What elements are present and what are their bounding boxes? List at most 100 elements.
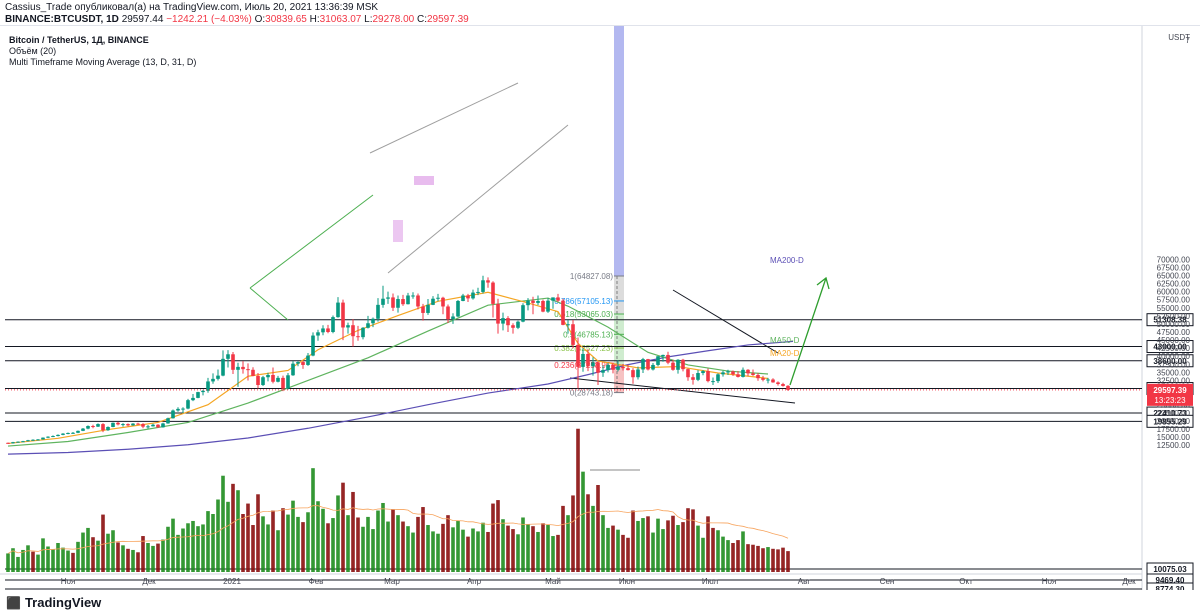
volume-bar [401, 521, 405, 572]
candle-body [301, 362, 305, 365]
candle-body [61, 433, 65, 435]
last-price-box [1147, 383, 1193, 406]
candle-body [196, 392, 200, 398]
green-trend-line [249, 194, 374, 289]
volume-bar [566, 515, 570, 572]
candle-body [296, 362, 300, 364]
candle-body [716, 374, 720, 382]
volume-bar [21, 549, 25, 572]
candle-body [571, 324, 575, 345]
fib-band-green [614, 314, 624, 366]
price-tick-label: 62500.00 [1157, 280, 1191, 289]
volume-bar [686, 508, 690, 572]
close-label: C: [417, 14, 427, 25]
volume-bar [136, 552, 140, 572]
volume-bar [481, 522, 485, 572]
candle-body [76, 430, 80, 433]
volume-bar [671, 515, 675, 572]
time-tick-label: Май [545, 577, 561, 586]
volume-bar [556, 534, 560, 572]
volume-bar [711, 527, 715, 572]
volume-bar [441, 523, 445, 572]
candle-body [131, 423, 135, 426]
candle-body [311, 335, 315, 356]
level-price-label: 19855.29 [1153, 417, 1187, 426]
volume-bar [316, 501, 320, 572]
open-label: O: [254, 14, 266, 25]
candle-body [451, 316, 455, 320]
candle-body [141, 424, 145, 427]
candle-body [36, 439, 40, 441]
volume-bar [391, 509, 395, 572]
footer-brand[interactable]: ⬛ TradingView [6, 595, 101, 610]
legend-mtf: Multi Timeframe Moving Average (13, D, 3… [9, 57, 197, 67]
candle-body [676, 359, 680, 370]
candle-body [656, 356, 660, 365]
volume-bar [141, 536, 145, 572]
candle-body [651, 364, 655, 370]
candle-body [86, 426, 90, 429]
candle-body [761, 378, 765, 380]
candle-body [501, 318, 505, 324]
time-tick-label: Дек [1122, 577, 1136, 586]
open-value: 30839.65 [265, 14, 307, 25]
volume-bar [266, 524, 270, 572]
volume-bar [46, 546, 50, 572]
volume-bar [76, 541, 80, 572]
candle-body [236, 366, 240, 370]
pattern-highlight [393, 220, 403, 242]
volume-bar [216, 499, 220, 572]
level-price-box [1146, 354, 1194, 368]
volume-bar [291, 500, 295, 572]
volume-bar [361, 526, 365, 572]
candle-body [271, 374, 275, 382]
volume-bar [201, 524, 205, 572]
candle-body [416, 295, 420, 307]
candle-body [41, 437, 45, 440]
ma200-label: MA200-D [770, 256, 804, 265]
candle-body [336, 302, 340, 318]
candle-body [136, 423, 140, 425]
candle-body [171, 410, 175, 419]
volume-bar [241, 514, 245, 572]
candle-body [216, 375, 220, 379]
volume-bar [326, 523, 330, 572]
candle-body [511, 325, 515, 328]
candle-body [181, 408, 185, 410]
candle-body [781, 384, 785, 386]
price-tick-label: 65000.00 [1157, 271, 1191, 280]
volume-bar [706, 516, 710, 572]
volume-bar [681, 522, 685, 572]
candle-body [396, 299, 400, 308]
candle-body [306, 355, 310, 365]
volume-bar [456, 520, 460, 572]
candle-body [541, 300, 545, 312]
volume-bar [356, 517, 360, 572]
volume-bar [651, 532, 655, 572]
candle-body [116, 422, 120, 425]
volume-bar [426, 525, 430, 572]
volume-bar [636, 520, 640, 572]
candle-body [201, 390, 205, 393]
candle-body [156, 424, 160, 428]
candle-body [276, 377, 280, 382]
price-tick-label: 52500.00 [1157, 312, 1191, 321]
volume-bar [281, 508, 285, 572]
price-chart[interactable]: 1(64827.08)0.786(57105.13)0.618(53065.03… [0, 0, 1200, 590]
candle-body [91, 426, 95, 428]
volume-bar [381, 502, 385, 572]
candle-body [351, 325, 355, 337]
candle-body [386, 297, 390, 299]
volume-bar [641, 518, 645, 572]
candle-body [441, 297, 445, 307]
candle-body [671, 362, 675, 370]
level-price-box [1146, 582, 1194, 590]
volume-bar [476, 531, 480, 572]
time-tick-label: 2021 [223, 577, 241, 586]
level-price-label: 10075.03 [1153, 565, 1187, 574]
candle-body [631, 370, 635, 378]
price-tick-label: 22500.00 [1157, 409, 1191, 418]
fib-projection-band [614, 26, 624, 277]
volume-bar [101, 514, 105, 572]
candle-body [666, 354, 670, 363]
